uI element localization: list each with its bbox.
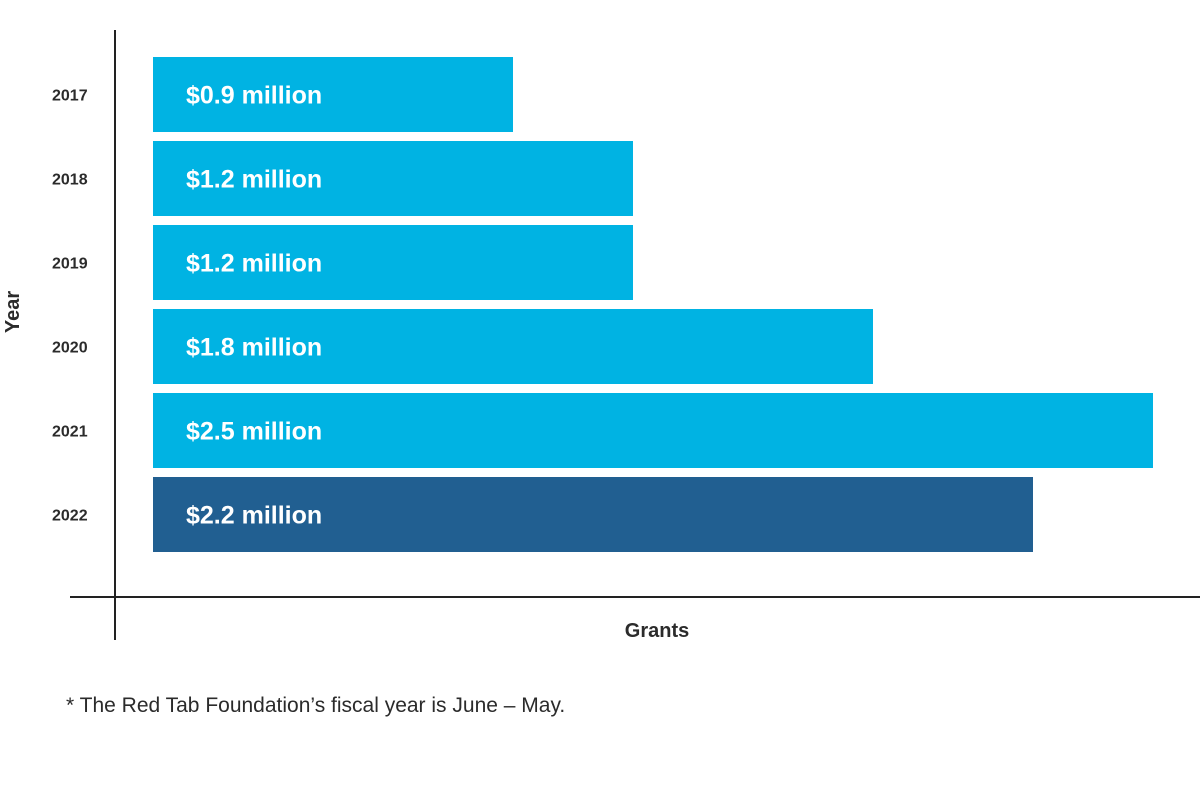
- y-tick-label-2022: 2022: [52, 508, 88, 525]
- x-axis-label: Grants: [625, 620, 689, 642]
- bar-2022: [153, 477, 1033, 552]
- data-label-2021: $2.5 million: [186, 418, 322, 446]
- y-tick-label-2019: 2019: [52, 256, 88, 273]
- bar-2020: [153, 309, 873, 384]
- data-label-2017: $0.9 million: [186, 82, 322, 110]
- data-labels-group: $0.9 million $1.2 million $1.2 million $1.8…: [186, 82, 322, 530]
- y-axis-label: Year: [2, 291, 24, 333]
- y-tick-label-2020: 2020: [52, 340, 88, 357]
- y-tick-label-2017: 2017: [52, 88, 88, 105]
- bars-group: [153, 57, 1153, 552]
- data-label-2022: $2.2 million: [186, 502, 322, 530]
- bar-2019: [153, 225, 633, 300]
- bar-2017: [153, 57, 513, 132]
- y-tick-labels-group: 2017 2018 2019 2020 2021 2022: [52, 88, 88, 525]
- bar-2018: [153, 141, 633, 216]
- data-label-2018: $1.2 million: [186, 166, 322, 194]
- y-tick-label-2021: 2021: [52, 424, 88, 441]
- footnote: * The Red Tab Foundation’s fiscal year i…: [66, 694, 566, 717]
- data-label-2019: $1.2 million: [186, 250, 322, 278]
- bar-2021: [153, 393, 1153, 468]
- data-label-2020: $1.8 million: [186, 334, 322, 362]
- y-tick-label-2018: 2018: [52, 172, 88, 189]
